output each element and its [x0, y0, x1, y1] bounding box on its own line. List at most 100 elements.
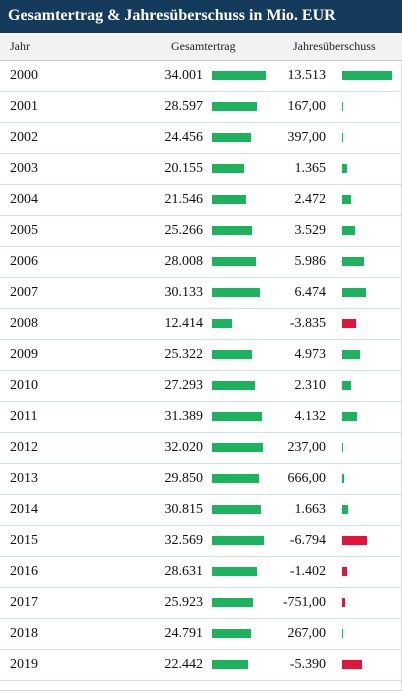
- table-row: 2011 31.389 4.132: [0, 402, 402, 433]
- jahresueberschuss-bar: [342, 660, 362, 669]
- jahresueberschuss-value: 4.973: [294, 347, 327, 362]
- gesamtertrag-value: 22.442: [164, 657, 204, 672]
- jahresueberschuss-bar: [342, 536, 367, 545]
- jahresueberschuss-bar: [342, 226, 355, 235]
- column-header-gesamtertrag: Gesamtertrag: [171, 39, 236, 53]
- gesamtertrag-bar: [212, 505, 261, 514]
- gesamtertrag-bar: [212, 195, 246, 204]
- gesamtertrag-value: 12.414: [164, 316, 204, 331]
- table-row: 2000 34.001 13.513: [0, 61, 402, 92]
- jahresueberschuss-bar: [342, 567, 347, 576]
- year-cell: 2016: [10, 564, 38, 579]
- year-cell: 2007: [10, 285, 38, 300]
- gesamtertrag-bar: [212, 319, 232, 328]
- title-bar: Gesamtertrag & Jahresüberschuss in Mio. …: [0, 0, 402, 33]
- gesamtertrag-bar: [212, 598, 253, 607]
- jahresueberschuss-value: -751,00: [282, 595, 326, 610]
- year-cell: 2005: [10, 223, 38, 238]
- table-row: 2006 28.008 5.986: [0, 247, 402, 278]
- jahresueberschuss-value: 1.365: [294, 161, 327, 176]
- jahresueberschuss-value: 267,00: [287, 626, 327, 641]
- jahresueberschuss-bar: [342, 319, 356, 328]
- year-cell: 2014: [10, 502, 38, 517]
- year-cell: 2011: [10, 409, 38, 424]
- gesamtertrag-bar: [212, 412, 262, 421]
- jahresueberschuss-value: -1.402: [289, 564, 326, 579]
- jahresueberschuss-bar: [342, 443, 343, 452]
- table-row: 2014 30.815 1.663: [0, 495, 402, 526]
- gesamtertrag-bar: [212, 660, 248, 669]
- gesamtertrag-value: 20.155: [164, 161, 204, 176]
- jahresueberschuss-bar: [342, 474, 344, 483]
- gesamtertrag-value: 24.791: [164, 626, 204, 641]
- gesamtertrag-bar: [212, 257, 256, 266]
- gesamtertrag-bar: [212, 536, 264, 545]
- jahresueberschuss-value: 666,00: [287, 471, 327, 486]
- gesamtertrag-value: 25.266: [164, 223, 204, 238]
- table-row: 2015 32.569 -6.794: [0, 526, 402, 557]
- table-row: 2019 22.442 -5.390: [0, 650, 402, 681]
- jahresueberschuss-bar: [342, 257, 364, 266]
- gesamtertrag-value: 30.133: [164, 285, 204, 300]
- year-cell: 2001: [10, 99, 38, 114]
- gesamtertrag-bar: [212, 443, 263, 452]
- gesamtertrag-value: 34.001: [164, 68, 204, 83]
- jahresueberschuss-bar: [342, 195, 351, 204]
- gesamtertrag-bar: [212, 474, 259, 483]
- gesamtertrag-bar: [212, 288, 260, 297]
- gesamtertrag-value: 32.020: [164, 440, 204, 455]
- year-cell: 2012: [10, 440, 38, 455]
- jahresueberschuss-value: 1.663: [294, 502, 327, 517]
- year-cell: 2017: [10, 595, 38, 610]
- gesamtertrag-bar: [212, 226, 252, 235]
- year-cell: 2009: [10, 347, 38, 362]
- table-row: 2018 24.791 267,00: [0, 619, 402, 650]
- gesamtertrag-value: 25.322: [164, 347, 204, 362]
- column-header-year: Jahr: [10, 39, 30, 53]
- jahresueberschuss-value: 4.132: [294, 409, 327, 424]
- jahresueberschuss-value: -5.390: [289, 657, 326, 672]
- jahresueberschuss-bar: [342, 412, 357, 421]
- year-cell: 2002: [10, 130, 38, 145]
- gesamtertrag-value: 27.293: [164, 378, 204, 393]
- gesamtertrag-bar: [212, 133, 251, 142]
- gesamtertrag-value: 21.546: [164, 192, 204, 207]
- gesamtertrag-bar: [212, 350, 252, 359]
- year-cell: 2003: [10, 161, 38, 176]
- jahresueberschuss-bar: [342, 102, 343, 111]
- gesamtertrag-value: 32.569: [164, 533, 204, 548]
- jahresueberschuss-bar: [342, 598, 345, 607]
- year-cell: 2015: [10, 533, 38, 548]
- jahresueberschuss-bar: [342, 350, 360, 359]
- jahresueberschuss-value: 167,00: [287, 99, 327, 114]
- year-cell: 2008: [10, 316, 38, 331]
- jahresueberschuss-value: 13.513: [287, 68, 327, 83]
- header-row: Jahr Gesamtertrag Jahresüberschuss: [0, 33, 402, 61]
- year-cell: 2006: [10, 254, 38, 269]
- jahresueberschuss-bar: [342, 288, 366, 297]
- year-cell: 2000: [10, 68, 38, 83]
- year-cell: 2010: [10, 378, 38, 393]
- gesamtertrag-value: 28.597: [164, 99, 204, 114]
- table-row: 2008 12.414 -3.835: [0, 309, 402, 340]
- gesamtertrag-bar: [212, 629, 251, 638]
- table-row: 2016 28.631 -1.402: [0, 557, 402, 588]
- gesamtertrag-bar: [212, 71, 266, 80]
- gesamtertrag-bar: [212, 381, 255, 390]
- gesamtertrag-value: 31.389: [164, 409, 204, 424]
- gesamtertrag-value: 25.923: [164, 595, 204, 610]
- table-row: 2005 25.266 3.529: [0, 216, 402, 247]
- table-title: Gesamtertrag & Jahresüberschuss in Mio. …: [8, 7, 336, 24]
- table-row: 2002 24.456 397,00: [0, 123, 402, 154]
- table-row: 2003 20.155 1.365: [0, 154, 402, 185]
- jahresueberschuss-bar: [342, 381, 351, 390]
- gesamtertrag-bar: [212, 164, 244, 173]
- year-cell: 2004: [10, 192, 38, 207]
- table-row: 2010 27.293 2.310: [0, 371, 402, 402]
- column-header-jahresueberschuss: Jahresüberschuss: [293, 39, 376, 53]
- table-row: 2009 25.322 4.973: [0, 340, 402, 371]
- gesamtertrag-value: 24.456: [164, 130, 204, 145]
- year-cell: 2013: [10, 471, 38, 486]
- gesamtertrag-value: 30.815: [164, 502, 204, 517]
